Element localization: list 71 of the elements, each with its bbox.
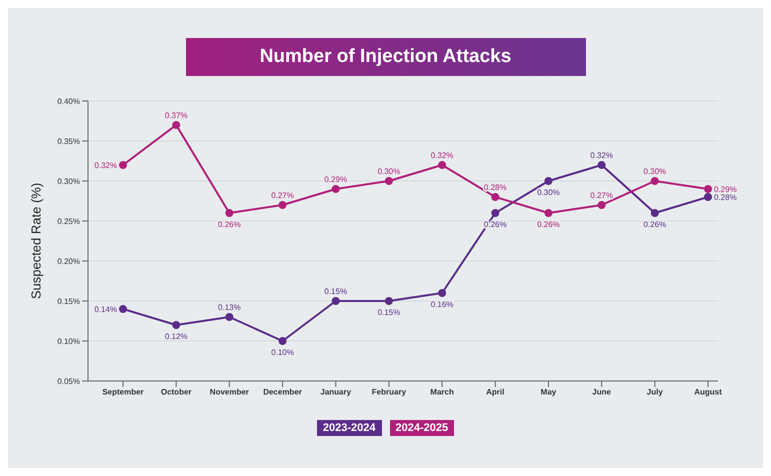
point [650, 209, 659, 217]
y-axis-title: Suspected Rate (%) [28, 182, 44, 300]
x-tick-label: March [430, 388, 454, 397]
data-label: 0.30% [378, 167, 400, 176]
y-tick-label: 0.35% [57, 136, 80, 146]
data-label: 0.12% [164, 332, 188, 341]
point [225, 209, 234, 217]
point [278, 201, 287, 209]
x-tick-label: July [646, 388, 664, 397]
x-tick-label: April [486, 388, 504, 397]
point [172, 321, 180, 329]
data-label: 0.32% [590, 151, 613, 160]
point [491, 193, 500, 201]
y-tick-label: 0.10% [57, 336, 80, 346]
point [598, 201, 606, 209]
point [225, 313, 234, 321]
point [438, 161, 446, 169]
point [332, 185, 340, 193]
data-label: 0.28% [714, 193, 737, 202]
data-label: 0.16% [430, 300, 454, 309]
x-tick-label: September [102, 388, 144, 397]
point [650, 177, 659, 185]
data-label: 0.14% [94, 305, 117, 314]
data-label: 0.37% [164, 111, 188, 120]
x-tick-label: December [263, 388, 302, 397]
data-label: 0.10% [271, 348, 294, 357]
y-tick-label: 0.25% [57, 216, 80, 226]
data-label: 0.27% [590, 191, 613, 200]
text: 2024-2025 [390, 420, 454, 436]
point [544, 209, 552, 217]
point [438, 289, 446, 297]
x-tick-label: August [694, 388, 722, 397]
data-label: 0.28% [484, 183, 507, 192]
point [332, 297, 340, 305]
x-tick-label: October [160, 388, 192, 397]
y-tick-label: 0.40% [57, 96, 80, 106]
point [384, 297, 393, 305]
data-label: 0.26% [218, 220, 241, 229]
x-tick-label: January [320, 388, 352, 397]
y-tick-label: 0.30% [57, 176, 80, 186]
data-label: 0.29% [714, 185, 737, 194]
data-label: 0.32% [430, 151, 454, 160]
y-tick-label: 0.15% [57, 296, 80, 306]
data-label: 0.15% [324, 287, 348, 296]
data-label: 0.26% [643, 220, 666, 229]
point [278, 337, 287, 345]
data-label: 0.27% [271, 191, 294, 200]
data-label: 0.30% [643, 167, 666, 176]
data-label: 0.13% [218, 303, 241, 312]
data-label: 0.26% [537, 220, 560, 229]
data-label: 0.15% [378, 308, 400, 317]
point [704, 185, 712, 193]
point [172, 121, 180, 129]
x-tick-label: November [210, 388, 249, 397]
y-tick-label: 0.20% [57, 256, 80, 266]
x-tick-label: February [372, 388, 407, 397]
data-label: 0.32% [94, 161, 117, 170]
data-label: 0.30% [537, 188, 560, 197]
point [544, 177, 552, 185]
point [119, 305, 127, 313]
chart-title: Number of Injection Attacks [186, 38, 586, 76]
point [598, 161, 606, 169]
point [119, 161, 127, 169]
text: 2023-2024 [316, 420, 382, 436]
y-tick-label: 0.05% [57, 376, 80, 386]
data-label: 0.29% [324, 175, 348, 184]
x-tick-label: May [540, 388, 557, 397]
point [384, 177, 393, 185]
point [491, 209, 500, 217]
x-tick-label: June [592, 388, 612, 397]
point [704, 193, 712, 201]
